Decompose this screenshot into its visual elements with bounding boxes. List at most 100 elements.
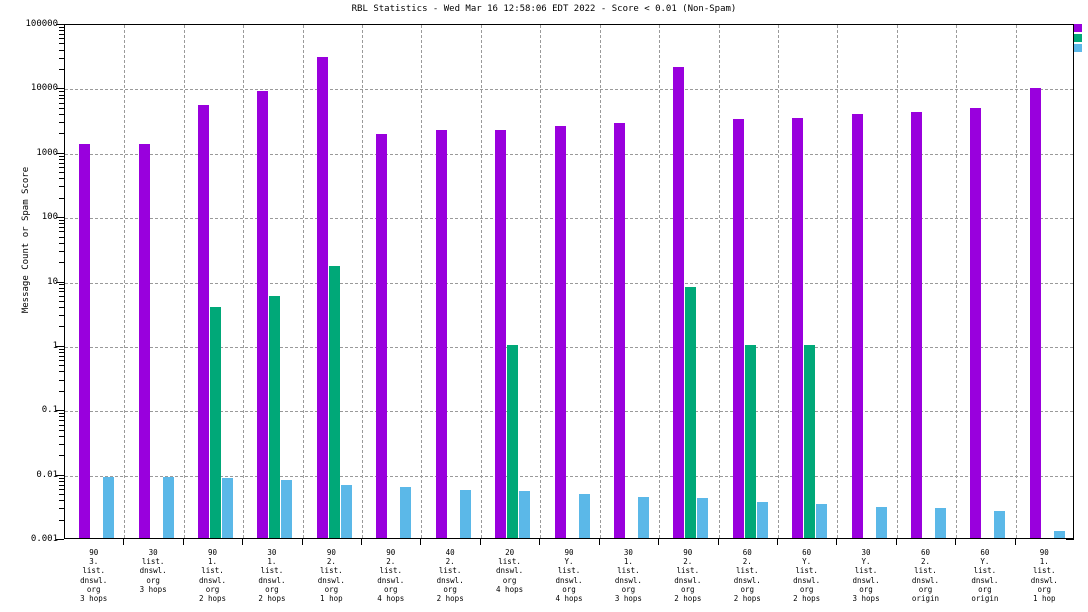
x-axis-tick-label: 30 1. list. dnswl. org 3 hops xyxy=(598,548,658,603)
bar-spam xyxy=(804,344,816,538)
x-axis-tick-label: 60 2. list. dnswl. org origin xyxy=(895,548,955,603)
bar-not-spam xyxy=(673,66,685,538)
x-axis-label-line: org xyxy=(859,584,873,594)
x-axis-label-line: 3 hops xyxy=(852,594,880,604)
gridline-horizontal xyxy=(65,89,1073,91)
x-axis-label-line: dnswl. xyxy=(733,575,761,585)
bar-not-spam xyxy=(79,144,91,538)
bar-not-spam xyxy=(851,113,863,538)
y-axis-tick xyxy=(56,152,64,154)
gridline-vertical xyxy=(540,25,542,538)
bar-not-spam xyxy=(1029,88,1041,538)
y-axis-minor-tick xyxy=(59,480,64,482)
y-axis-tick-label: 1000 xyxy=(36,147,58,158)
x-axis-tick-label: 90 2. list. dnswl. org 2 hops xyxy=(658,548,718,603)
x-axis-tick xyxy=(361,539,363,545)
y-axis-minor-tick xyxy=(59,43,64,45)
y-axis-minor-tick xyxy=(59,220,64,222)
y-axis-minor-tick xyxy=(59,352,64,354)
y-axis-minor-tick xyxy=(59,113,64,115)
bar-score xyxy=(697,497,709,538)
y-axis-minor-tick xyxy=(59,102,64,104)
y-axis-minor-tick xyxy=(59,390,64,392)
x-axis-label-line: list. xyxy=(973,566,997,576)
x-axis-label-line: 20 xyxy=(505,548,515,557)
x-axis-tick xyxy=(955,539,957,545)
x-axis-label-line: org xyxy=(978,584,992,594)
x-axis-label-line: dnswl. xyxy=(674,575,702,585)
x-axis-label-line: 1. xyxy=(267,557,277,567)
bar-score xyxy=(281,479,293,538)
bar-not-spam xyxy=(198,104,210,538)
x-axis-label-line: dnswl. xyxy=(614,575,642,585)
x-axis-tick-label: 30 1. list. dnswl. org 2 hops xyxy=(242,548,302,603)
bar-not-spam xyxy=(792,117,804,538)
y-axis-title: Message Count or Spam Score xyxy=(21,166,31,314)
x-axis-label-line: Y. xyxy=(802,557,812,567)
x-axis-label-line: 30 xyxy=(623,548,633,557)
x-axis-label-line: 3 hops xyxy=(80,594,108,604)
x-axis-tick-label: 30 Y. list. dnswl. org 3 hops xyxy=(836,548,896,603)
y-axis-minor-tick xyxy=(59,379,64,381)
y-axis-minor-tick xyxy=(59,500,64,502)
x-axis-label-line: org xyxy=(681,584,695,594)
x-axis-tick-label: 90 Y. list. dnswl. org 4 hops xyxy=(539,548,599,603)
x-axis-label-line: dnswl. xyxy=(317,575,345,585)
bar-not-spam xyxy=(732,119,744,538)
x-axis-tick xyxy=(658,539,660,545)
x-axis-tick-label: 60 2. list. dnswl. org 2 hops xyxy=(717,548,777,603)
x-axis-tick xyxy=(836,539,838,545)
x-axis-label-line: 60 xyxy=(920,548,930,557)
y-axis-minor-tick xyxy=(59,416,64,418)
y-axis-tick xyxy=(56,281,64,283)
x-axis-label-line: origin xyxy=(971,594,999,604)
y-axis-minor-tick xyxy=(59,413,64,415)
x-axis-label-line: dnswl. xyxy=(258,575,286,585)
x-axis-label-line: list. xyxy=(82,566,105,576)
x-axis-label-line: 90 xyxy=(683,548,693,557)
x-axis-label-line: org xyxy=(383,584,398,594)
x-axis-label-line: 1. xyxy=(208,557,218,567)
x-axis-label-line: list. xyxy=(914,566,937,576)
y-axis-minor-tick xyxy=(59,484,64,486)
x-axis-label-line: 2. xyxy=(920,557,930,567)
x-axis-label-line: org xyxy=(443,584,457,594)
x-axis-label-line: 30 xyxy=(148,548,158,557)
x-axis-label-line: org xyxy=(562,584,576,594)
x-axis-tick-label: 60 Y. list. dnswl. org 2 hops xyxy=(777,548,837,603)
y-axis-minor-tick xyxy=(59,68,64,70)
y-axis-minor-tick xyxy=(59,98,64,100)
bar-not-spam xyxy=(554,126,566,538)
y-axis-minor-tick xyxy=(59,242,64,244)
y-axis-minor-tick xyxy=(59,348,64,350)
gridline-vertical xyxy=(480,25,482,538)
y-axis-minor-tick xyxy=(59,155,64,157)
y-axis-tick-label: 0.01 xyxy=(36,469,58,480)
y-axis-tick xyxy=(56,539,64,540)
x-axis-tick xyxy=(182,539,184,545)
x-axis-label-line: dnswl. xyxy=(139,566,167,576)
x-axis-label-line: list. xyxy=(735,566,759,576)
x-axis-label-line: org xyxy=(1037,584,1052,594)
y-axis-minor-tick xyxy=(59,122,64,124)
gridline-vertical xyxy=(659,25,661,538)
x-axis-label-line: 90 xyxy=(1039,548,1049,557)
y-axis-minor-tick xyxy=(59,424,64,426)
plot-area xyxy=(64,24,1074,539)
y-axis-minor-tick xyxy=(59,284,64,286)
bar-spam xyxy=(685,287,697,538)
bar-score xyxy=(1053,530,1065,538)
gridline-horizontal xyxy=(65,346,1073,348)
x-axis-label-line: 2. xyxy=(386,557,396,567)
x-axis-label-line: org xyxy=(324,584,339,594)
y-axis-minor-tick xyxy=(59,287,64,289)
y-axis-minor-tick xyxy=(59,178,64,180)
y-axis-tick-label: 0.001 xyxy=(30,534,58,544)
y-axis-minor-tick xyxy=(59,57,64,59)
x-axis-tick-label: 90 3. list. dnswl. org 3 hops xyxy=(64,548,124,603)
y-axis-minor-tick xyxy=(59,494,64,495)
y-axis-minor-tick xyxy=(59,38,64,40)
x-axis-label-line: list. xyxy=(379,566,403,576)
y-axis-minor-tick xyxy=(59,26,64,28)
x-axis-label-line: org xyxy=(205,584,220,594)
